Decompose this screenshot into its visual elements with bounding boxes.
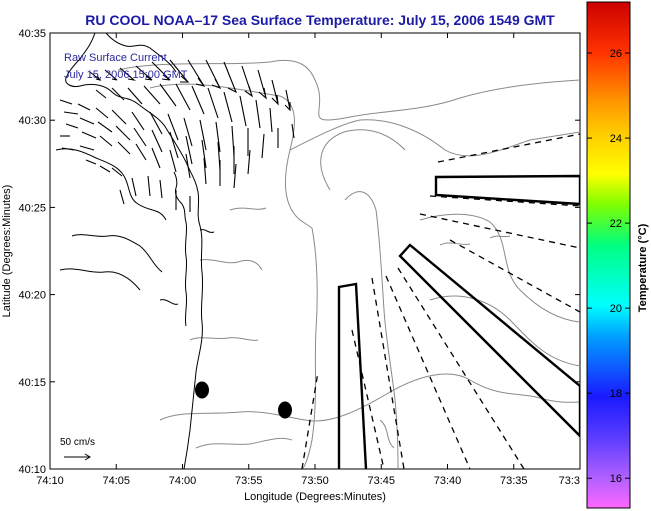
current-legend-line2: July 15, 2006 15:00 GMT <box>64 69 188 81</box>
x-tick-label: 73:35 <box>500 475 528 487</box>
y-tick-label: 40:15 <box>18 377 46 389</box>
y-axis-label: Latitude (Degrees:Minutes) <box>1 185 13 318</box>
colorbar-tick-label: 20 <box>610 303 622 315</box>
colorbar-tick-label: 26 <box>610 48 622 60</box>
colorbar-label: Temperature (°C) <box>637 223 649 312</box>
x-tick-label: 73:3 <box>559 475 580 487</box>
coastline <box>55 33 215 469</box>
colorbar-ticks: 26 24 22 20 18 16 <box>587 48 630 485</box>
x-axis-label: Longitude (Degrees:Minutes) <box>244 491 386 503</box>
x-tick-label: 73:50 <box>301 475 329 487</box>
x-tick-label: 73:55 <box>235 475 263 487</box>
y-tick-label: 40:10 <box>18 464 46 476</box>
station-dot <box>195 381 209 399</box>
colorbar-tick-label: 22 <box>610 218 622 230</box>
x-tick-label: 74:10 <box>36 475 64 487</box>
colorbar-tick-label: 16 <box>610 473 622 485</box>
y-tick-label: 40:25 <box>18 202 46 214</box>
y-tick-label: 40:30 <box>18 115 46 127</box>
y-tick-label: 40:20 <box>18 290 46 302</box>
colorbar-tick-label: 24 <box>610 133 622 145</box>
colorbar-tick-label: 18 <box>610 388 622 400</box>
y-axis-ticks: 40:35 40:30 40:25 40:20 40:15 40:10 <box>18 28 580 476</box>
scale-arrow <box>64 453 91 461</box>
sampling-tracks <box>301 133 580 469</box>
map-title: RU COOL NOAA–17 Sea Surface Temperature:… <box>85 12 555 28</box>
bathymetry-contours <box>117 60 580 469</box>
temperature-colorbar <box>586 1 631 509</box>
current-vectors <box>59 59 295 212</box>
scale-label: 50 cm/s <box>60 437 95 448</box>
current-legend-line1: Raw Surface Current <box>64 52 167 64</box>
x-tick-label: 74:05 <box>102 475 130 487</box>
y-tick-label: 40:35 <box>18 28 46 40</box>
x-tick-label: 73:40 <box>434 475 462 487</box>
map-layers <box>55 33 580 469</box>
glider-tracks <box>337 174 580 469</box>
station-dot <box>278 401 292 419</box>
x-tick-label: 73:45 <box>367 475 395 487</box>
x-tick-label: 74:00 <box>169 475 197 487</box>
x-axis-ticks: 74:10 74:05 74:00 73:55 73:50 73:45 73:40 73:35… <box>36 33 581 487</box>
